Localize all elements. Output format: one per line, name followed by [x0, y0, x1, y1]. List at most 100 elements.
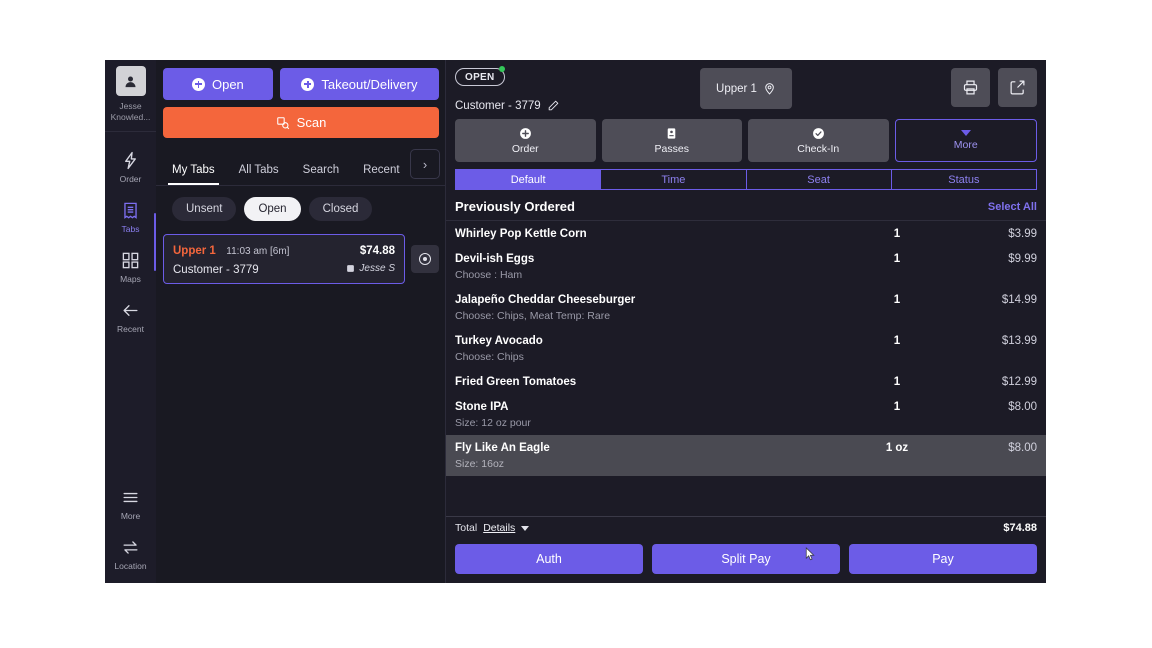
- check-in-button[interactable]: Check-In: [748, 119, 889, 162]
- edit-pencil-icon[interactable]: [547, 99, 560, 112]
- order-panel-header: OPEN Upper 1: [446, 60, 1046, 112]
- order-status-row: OPEN: [455, 66, 1037, 86]
- status-dot-icon: [498, 66, 505, 72]
- customer-row[interactable]: Customer - 3779: [455, 99, 1037, 112]
- open-tab-button[interactable]: Open: [163, 68, 273, 100]
- order-item-name: Fly Like An Eagle: [455, 442, 550, 454]
- sort-tab-seat[interactable]: Seat: [745, 169, 892, 190]
- order-item-row[interactable]: Fly Like An Eagle 1 oz $8.00 Size: 16oz: [446, 435, 1046, 476]
- sidebar-item-tabs[interactable]: Tabs: [105, 192, 156, 242]
- order-item-name: Turkey Avocado: [455, 335, 543, 347]
- sidebar-item-order-label: Order: [119, 173, 142, 184]
- order-item-row[interactable]: Turkey Avocado 1 $13.99 Choose: Chips: [446, 328, 1046, 369]
- add-circle-icon[interactable]: [411, 245, 439, 273]
- order-item-name: Whirley Pop Kettle Corn: [455, 228, 587, 240]
- tabs-column: Open Takeout/Delivery Scan My Tabs All T…: [156, 60, 446, 583]
- sidebar-item-maps[interactable]: Maps: [105, 242, 156, 292]
- sidebar-item-location[interactable]: Location: [105, 529, 156, 579]
- order-item-modifiers: Size: 12 oz pour: [455, 417, 531, 429]
- tab-all-tabs-label: All Tabs: [238, 164, 279, 176]
- filter-chip-unsent-label: Unsent: [186, 203, 223, 215]
- order-item-row[interactable]: Stone IPA 1 $8.00 Size: 12 oz pour: [446, 394, 1046, 435]
- receipt-icon: [124, 202, 137, 219]
- printer-icon: [963, 80, 978, 95]
- scan-button[interactable]: Scan: [163, 107, 439, 138]
- order-item-qty: 1: [893, 376, 901, 388]
- tab-recent[interactable]: Recent: [363, 164, 399, 185]
- lightning-icon: [125, 151, 136, 169]
- details-link[interactable]: Details: [483, 522, 516, 534]
- tab-card[interactable]: Upper 1 11:03 am [6m] $74.88 Customer - …: [163, 234, 405, 284]
- filter-chip-closed[interactable]: Closed: [308, 197, 373, 221]
- order-total-row: Total Details $74.88: [446, 516, 1046, 539]
- select-all-link[interactable]: Select All: [987, 200, 1037, 213]
- auth-button[interactable]: Auth: [455, 544, 643, 574]
- pay-button[interactable]: Pay: [849, 544, 1037, 574]
- filter-chip-open-label: Open: [258, 203, 287, 215]
- tab-my-tabs[interactable]: My Tabs: [168, 164, 219, 185]
- profile-block[interactable]: Jesse Knowled...: [105, 66, 156, 123]
- pay-button-label: Pay: [932, 552, 954, 566]
- plus-circle-icon: [191, 77, 205, 91]
- order-item-row[interactable]: Whirley Pop Kettle Corn 1 $3.99: [446, 221, 1046, 246]
- check-circle-icon: [812, 127, 824, 139]
- profile-name: Jesse Knowled...: [107, 101, 155, 123]
- tab-card-time: 11:03 am [6m]: [226, 246, 290, 257]
- auth-button-label: Auth: [536, 552, 562, 566]
- more-button[interactable]: More: [894, 119, 1037, 162]
- takeout-delivery-button[interactable]: Takeout/Delivery: [279, 68, 439, 100]
- tab-status-filters: Unsent Open Closed: [156, 186, 446, 221]
- sort-tab-time[interactable]: Time: [600, 169, 747, 190]
- plus-circle-icon: [519, 127, 531, 139]
- print-button[interactable]: [951, 68, 990, 107]
- tab-search-label: Search: [302, 164, 340, 176]
- share-button[interactable]: [998, 68, 1037, 107]
- order-detail-panel: OPEN Upper 1: [446, 60, 1046, 583]
- tab-card-customer: Customer - 3779: [173, 264, 259, 276]
- sidebar-item-order[interactable]: Order: [105, 142, 156, 192]
- sort-tab-status-label: Status: [948, 173, 980, 186]
- sort-tab-default[interactable]: Default: [455, 169, 602, 190]
- customer-name: Customer - 3779: [455, 99, 541, 112]
- order-item-name: Devil-ish Eggs: [455, 253, 535, 265]
- avatar[interactable]: [115, 66, 146, 96]
- order-item-row[interactable]: Fried Green Tomatoes 1 $12.99: [446, 369, 1046, 394]
- total-label-group: Total Details: [455, 522, 530, 534]
- order-item-modifiers: Choose : Ham: [455, 269, 523, 281]
- split-pay-button[interactable]: Split Pay: [652, 544, 840, 574]
- location-selector[interactable]: Upper 1: [700, 68, 792, 109]
- order-item-qty: 1 oz: [885, 442, 909, 454]
- sort-tab-status[interactable]: Status: [890, 169, 1037, 190]
- order-item-name: Jalapeño Cheddar Cheeseburger: [455, 294, 636, 306]
- section-title: Previously Ordered: [455, 199, 575, 214]
- order-item-name: Stone IPA: [455, 401, 509, 413]
- order-item-qty: 1: [893, 401, 901, 413]
- sidebar-item-more[interactable]: More: [105, 479, 156, 529]
- location-selector-label: Upper 1: [716, 82, 757, 95]
- tab-my-tabs-label: My Tabs: [172, 164, 215, 176]
- chevron-right-icon[interactable]: ›: [410, 149, 440, 179]
- tab-search[interactable]: Search: [303, 164, 339, 185]
- caret-down-icon: [960, 130, 971, 136]
- header-icon-buttons: [951, 68, 1037, 107]
- passes-button[interactable]: Passes: [601, 119, 742, 162]
- sidebar-item-recent[interactable]: Recent: [105, 292, 156, 342]
- order-button[interactable]: Order: [455, 119, 596, 162]
- caret-down-icon[interactable]: [521, 525, 530, 531]
- order-item-row[interactable]: Jalapeño Cheddar Cheeseburger 1 $14.99 C…: [446, 287, 1046, 328]
- order-item-price: $14.99: [1001, 294, 1037, 306]
- order-item-row[interactable]: Devil-ish Eggs 1 $9.99 Choose : Ham: [446, 246, 1046, 287]
- open-tab-label: Open: [211, 76, 244, 92]
- order-item-modifiers: Choose: Chips: [455, 351, 524, 363]
- filter-chip-open[interactable]: Open: [244, 197, 301, 221]
- sidebar-item-location-label: Location: [114, 560, 147, 571]
- order-item-qty: 1: [893, 228, 901, 240]
- total-label: Total: [455, 522, 478, 534]
- share-icon: [1010, 80, 1025, 95]
- tab-card-title-group: Upper 1 11:03 am [6m]: [173, 241, 289, 259]
- filter-chip-unsent[interactable]: Unsent: [172, 197, 237, 221]
- order-button-label: Order: [511, 142, 539, 155]
- rail-bottom-items: More Location: [105, 479, 156, 583]
- tab-all-tabs[interactable]: All Tabs: [239, 164, 279, 185]
- tab-cards-list: Upper 1 11:03 am [6m] $74.88 Customer - …: [156, 221, 446, 284]
